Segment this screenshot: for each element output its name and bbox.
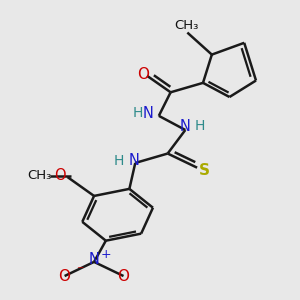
Text: N: N [143,106,154,121]
Text: N: N [180,119,191,134]
Text: N: N [128,153,139,168]
Text: S: S [199,163,210,178]
Text: H: H [195,119,205,134]
Text: N: N [88,252,100,267]
Text: ⁻: ⁻ [76,264,83,278]
Text: H: H [114,154,124,168]
Text: O: O [136,67,148,82]
Text: H: H [133,106,143,121]
Text: O: O [118,268,130,284]
Text: O: O [58,268,70,284]
Text: O: O [54,168,66,183]
Text: CH₃: CH₃ [175,19,199,32]
Text: +: + [100,248,111,261]
Text: CH₃: CH₃ [27,169,52,182]
